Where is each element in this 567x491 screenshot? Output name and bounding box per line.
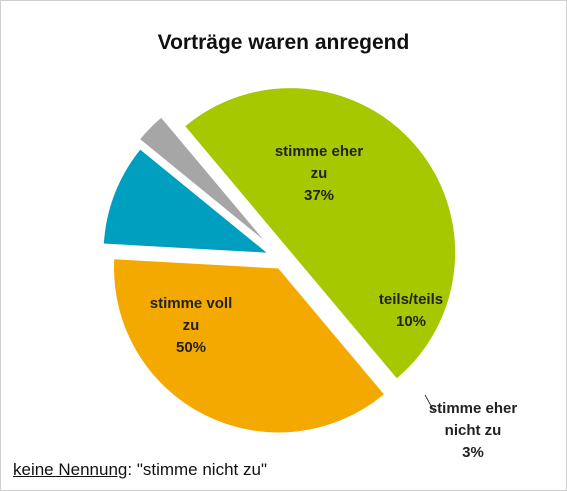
pie-slice <box>113 258 386 434</box>
slice-value: 37% <box>303 187 335 204</box>
note-label: keine Nennung <box>13 460 128 479</box>
slice-label: stimme eher zu 37% <box>269 141 369 207</box>
pie-slice <box>183 87 456 380</box>
slice-value: 50% <box>175 339 207 356</box>
leader-line <box>424 394 435 412</box>
slice-label: teils/teils 10% <box>361 289 461 333</box>
pie-slice <box>138 116 268 244</box>
slice-label: stimme eher nicht zu 3% <box>418 398 528 464</box>
slice-category: teils/teils <box>378 291 444 308</box>
slice-value: 10% <box>395 313 427 330</box>
pie-slice <box>102 148 270 254</box>
note: keine Nennung: "stimme nicht zu" <box>13 460 267 480</box>
slice-category: stimme eher nicht zu <box>428 400 518 439</box>
slice-category: stimme eher zu <box>274 143 364 182</box>
chart-title: Vorträge waren anregend <box>157 31 410 54</box>
slice-label: stimme voll zu 50% <box>141 293 241 359</box>
slice-category: stimme voll zu <box>149 295 233 334</box>
note-text: : "stimme nicht zu" <box>127 460 267 479</box>
slice-value: 3% <box>462 444 484 461</box>
